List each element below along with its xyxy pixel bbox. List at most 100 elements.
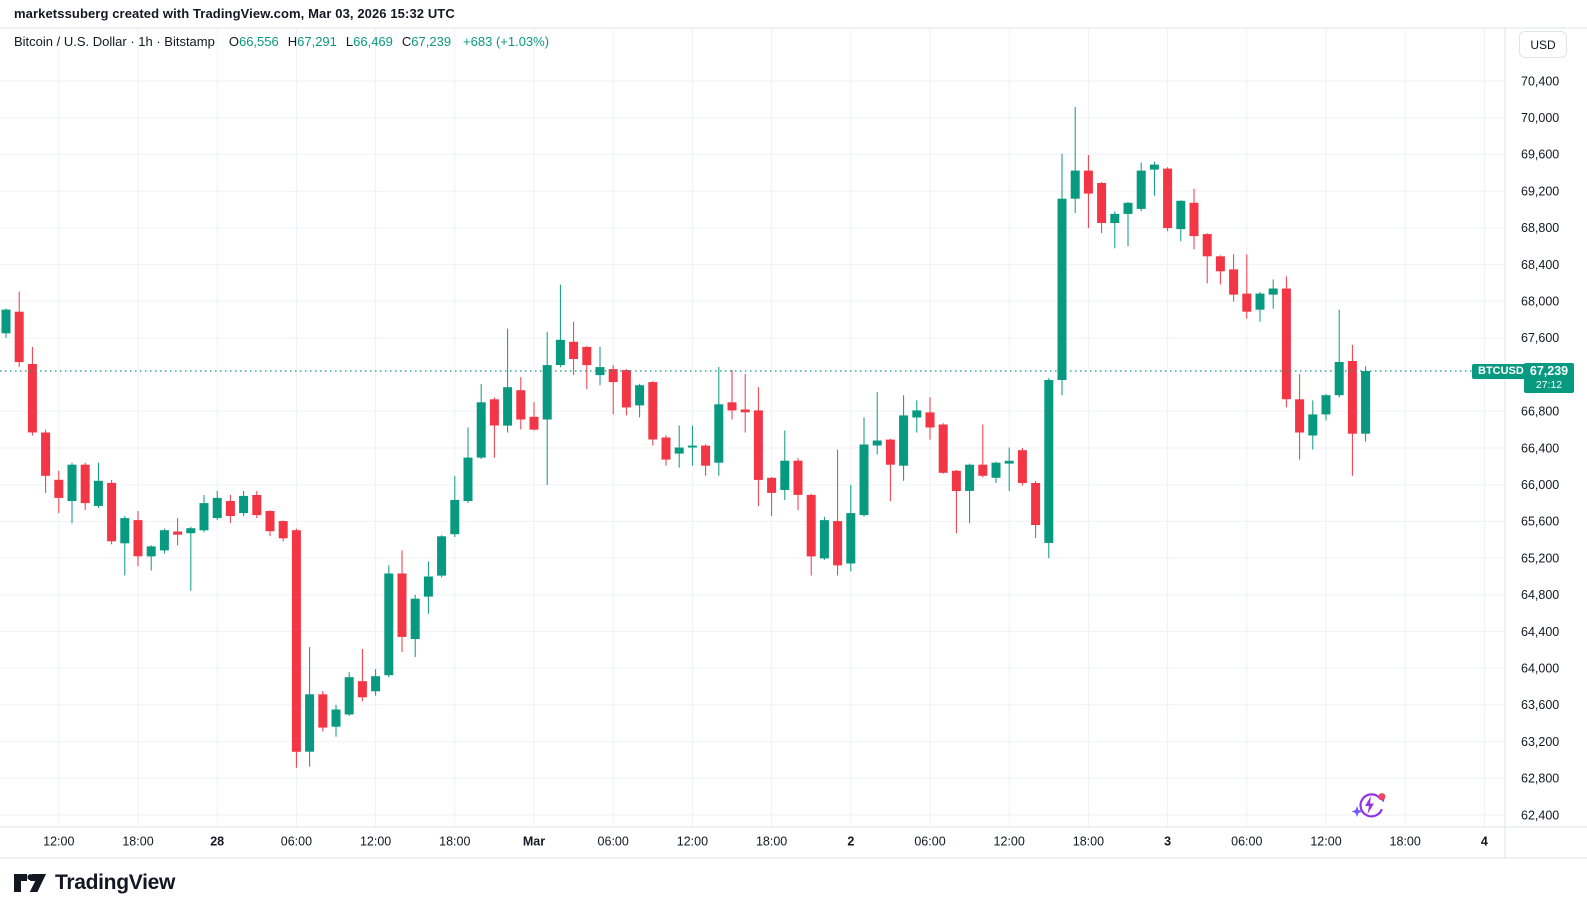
candle-body [1083, 170, 1093, 194]
tradingview-logo[interactable]: TradingView [13, 869, 175, 896]
svg-text:68,800: 68,800 [1521, 221, 1559, 235]
candle-body [569, 341, 579, 359]
symbol-legend[interactable]: Bitcoin / U.S. Dollar · 1h · Bitstamp O6… [14, 34, 549, 49]
candle-body [146, 546, 156, 557]
candle-body [1031, 483, 1041, 525]
candle-body [727, 402, 737, 411]
svg-text:66,400: 66,400 [1521, 441, 1559, 455]
candle-body [991, 462, 1001, 478]
price-axis[interactable] [1505, 28, 1587, 858]
svg-text:68,000: 68,000 [1521, 295, 1559, 309]
candle-body [701, 445, 711, 466]
svg-text:Mar: Mar [523, 835, 545, 849]
ai-refresh-icon[interactable] [1351, 790, 1387, 823]
candle-body [371, 676, 381, 692]
svg-text:28: 28 [210, 835, 224, 849]
candle-body [463, 457, 473, 501]
candle-body [1202, 234, 1212, 257]
candle-body [305, 694, 315, 752]
candle-body [423, 576, 433, 597]
candle-body [27, 364, 37, 433]
candle-body [1281, 288, 1291, 400]
candle-body [714, 404, 724, 463]
candle-body [872, 440, 882, 446]
svg-text:65,200: 65,200 [1521, 551, 1559, 565]
candle-body [80, 464, 90, 504]
currency-usd-button[interactable]: USD [1519, 31, 1567, 58]
svg-text:70,000: 70,000 [1521, 111, 1559, 125]
candle-body [265, 511, 275, 532]
candle-body [212, 497, 222, 519]
candle-body [833, 521, 843, 566]
svg-text:06:00: 06:00 [914, 835, 945, 849]
candle-body [67, 464, 77, 501]
svg-text:62,400: 62,400 [1521, 808, 1559, 822]
candle-body [582, 346, 592, 366]
svg-text:18:00: 18:00 [756, 835, 787, 849]
candle-body [1308, 414, 1318, 436]
candle-body [252, 495, 262, 516]
svg-text:06:00: 06:00 [281, 835, 312, 849]
candle-body [767, 477, 777, 493]
candle-body [1136, 170, 1146, 209]
candle-body [753, 410, 763, 480]
candle-body [1017, 450, 1027, 483]
candle-body [173, 531, 183, 535]
last-price-value: 67,239 [1529, 364, 1569, 378]
svg-text:3: 3 [1164, 835, 1171, 849]
candle-body [437, 536, 447, 576]
candle-body [1255, 293, 1265, 310]
candle-body [1, 309, 11, 334]
candle-body [780, 460, 790, 490]
candle-body [819, 520, 829, 559]
candle-body [291, 530, 301, 752]
pane-borders [0, 27, 1587, 859]
svg-text:12:00: 12:00 [360, 835, 391, 849]
time-axis-labels: 12:00 18:00 28 06:00 12:00 18:00 Mar 06:00 12:00… [43, 835, 1488, 849]
candle-body [1163, 168, 1173, 229]
candle-body [859, 444, 869, 516]
candle-body [1176, 200, 1186, 230]
candle-body [674, 447, 684, 454]
sparkle-star-icon [1351, 806, 1363, 817]
svg-text:67,600: 67,600 [1521, 331, 1559, 345]
candle-body [1110, 213, 1120, 223]
candle-body [318, 694, 328, 728]
candle-body [93, 480, 103, 506]
candles [1, 107, 1371, 768]
candle-body [1215, 256, 1225, 272]
time-axis[interactable] [0, 827, 1505, 858]
symbol-title[interactable]: Bitcoin / U.S. Dollar · 1h · Bitstamp [14, 34, 215, 49]
legend-open: O66,556 [228, 34, 279, 49]
svg-text:68,400: 68,400 [1521, 258, 1559, 272]
candle-body [186, 528, 196, 534]
red-dot-icon [1378, 793, 1386, 800]
svg-text:69,200: 69,200 [1521, 184, 1559, 198]
svg-text:69,600: 69,600 [1521, 148, 1559, 162]
candle-body [687, 445, 697, 448]
svg-text:06:00: 06:00 [1231, 835, 1262, 849]
svg-text:63,600: 63,600 [1521, 698, 1559, 712]
candle-body [120, 518, 130, 544]
circular-arrow-icon [1359, 793, 1383, 818]
last-price-axis-label[interactable]: 67,239 27:12 [1524, 363, 1574, 393]
candle-body [740, 409, 750, 413]
candle-body [476, 402, 486, 458]
candle-body [1097, 183, 1107, 223]
candle-body [384, 573, 394, 676]
candle-body [278, 521, 288, 539]
candle-body [1149, 164, 1159, 170]
svg-text:12:00: 12:00 [1310, 835, 1341, 849]
candle-body [199, 503, 209, 531]
candle-body [133, 520, 143, 557]
tradingview-logo-text: TradingView [55, 870, 176, 894]
candle-body [1189, 202, 1199, 237]
candle-body [1004, 460, 1014, 464]
candle-body [648, 382, 658, 440]
candle-body [239, 495, 249, 514]
svg-text:63,200: 63,200 [1521, 735, 1559, 749]
price-axis-labels: 70,400 70,000 69,600 69,200 68,800 68,400 68,0… [1521, 74, 1559, 822]
candle-body [912, 410, 922, 418]
candle-body [450, 499, 460, 535]
